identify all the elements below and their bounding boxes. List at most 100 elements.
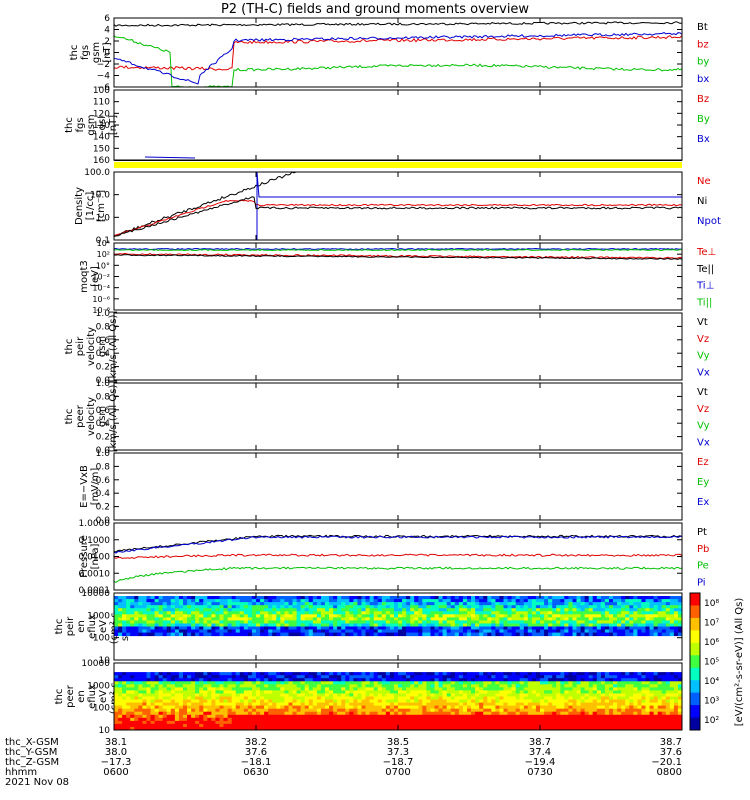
spec-cell (454, 675, 460, 679)
spec-cell (199, 629, 204, 633)
spec-cell (118, 602, 123, 606)
ytick-label: 1.0 (96, 449, 111, 459)
spec-cell (369, 608, 375, 612)
spec-cell (653, 708, 659, 713)
spec-cell (183, 687, 188, 691)
spec-cell (333, 693, 338, 697)
spec-cell (118, 605, 123, 609)
spec-cell (633, 717, 638, 722)
spec-cell (223, 717, 229, 722)
spec-cell (251, 602, 257, 606)
spec-cell (320, 611, 326, 615)
spec-cell (219, 705, 225, 710)
spec-cell (434, 720, 440, 725)
spec-cell (114, 699, 119, 703)
ytick-label: 10000 (81, 589, 110, 599)
spec-cell (207, 708, 212, 713)
spec-cell (454, 696, 460, 700)
spec-cell (235, 675, 241, 679)
spec-cell (243, 708, 249, 713)
spec-cell (495, 684, 500, 688)
spec-cell (304, 596, 310, 600)
spec-cell (256, 678, 261, 682)
spec-cell (114, 711, 119, 716)
spec-cell (540, 678, 545, 682)
spec-cell (183, 596, 188, 600)
spec-cell (596, 693, 602, 697)
spec-cell (138, 708, 143, 713)
spec-cell (138, 699, 143, 703)
spec-cell (434, 687, 440, 691)
spec-cell (292, 617, 298, 621)
spec-cell (665, 708, 671, 713)
spec-cell (325, 687, 330, 691)
spec-cell (126, 678, 131, 682)
ytick-label: 1.0 (96, 309, 111, 319)
spec-cell (677, 687, 683, 691)
spec-cell (527, 678, 533, 682)
spec-cell (665, 599, 671, 603)
spec-cell (458, 623, 464, 627)
spec-cell (235, 605, 241, 609)
spec-cell (381, 693, 387, 697)
spec-cell (276, 605, 281, 609)
spec-cell (677, 705, 683, 710)
spec-cell (174, 617, 180, 621)
spec-cell (600, 717, 606, 722)
spec-cell (665, 717, 671, 722)
spec-cell (438, 602, 444, 606)
spec-cell (584, 614, 590, 618)
spec-cell (645, 681, 651, 685)
spec-cell (211, 608, 216, 612)
spec-cell (207, 723, 212, 728)
spec-cell (146, 727, 152, 731)
spec-cell (588, 693, 594, 697)
spec-cell (288, 632, 294, 637)
spec-cell (191, 599, 196, 603)
spec-cell (235, 687, 241, 691)
spec-cell (564, 687, 569, 691)
spec-cell (361, 684, 367, 688)
spec-cell (653, 672, 659, 676)
spec-cell (381, 614, 387, 618)
spec-cell (673, 699, 679, 703)
spec-cell (264, 727, 269, 731)
spec-cell (247, 714, 253, 719)
spec-cell (268, 678, 273, 682)
spec-cell (365, 720, 371, 725)
spec-cell (357, 614, 362, 618)
spec-cell (142, 727, 147, 731)
spec-cell (426, 623, 431, 627)
spec-cell (596, 681, 602, 685)
spec-cell (325, 681, 330, 685)
spec-cell (495, 614, 500, 618)
spec-cell (142, 717, 147, 722)
spec-cell (564, 684, 569, 688)
spec-cell (669, 599, 675, 603)
spec-cell (438, 727, 444, 731)
spec-cell (296, 684, 302, 688)
spec-cell (454, 690, 460, 694)
spec-cell (325, 678, 330, 682)
spec-cell (560, 602, 565, 606)
spec-cell (410, 723, 415, 728)
spec-cell (540, 620, 545, 624)
spec-cell (544, 714, 549, 719)
spec-cell (166, 672, 172, 676)
spec-cell (661, 611, 667, 615)
spec-cell (280, 599, 285, 603)
spec-cell (556, 720, 561, 725)
spec-cell (491, 711, 496, 716)
spec-cell (260, 705, 265, 710)
spec-cell (154, 708, 160, 713)
spec-cell (434, 675, 440, 679)
spec-cell (203, 696, 208, 700)
spec-cell (560, 632, 565, 637)
spec-cell (134, 599, 139, 603)
spec-cell (345, 617, 350, 621)
spec-cell (114, 705, 119, 710)
spec-cell (487, 675, 492, 679)
spec-cell (442, 711, 448, 716)
spec-cell (320, 623, 326, 627)
spec-cell (320, 608, 326, 612)
